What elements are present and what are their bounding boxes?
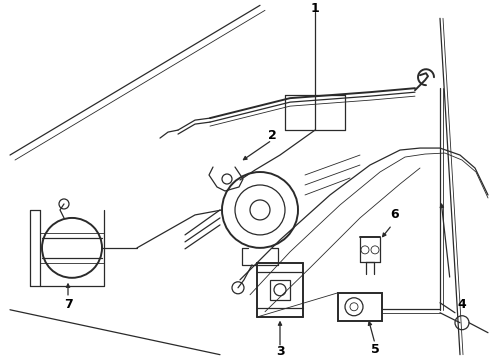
Circle shape (274, 284, 286, 296)
Circle shape (455, 316, 469, 330)
Text: 7: 7 (64, 298, 73, 311)
Circle shape (371, 246, 379, 254)
Circle shape (345, 298, 363, 316)
Circle shape (232, 282, 244, 294)
Text: 6: 6 (391, 208, 399, 221)
Circle shape (235, 185, 285, 235)
Bar (270, 280, 290, 300)
Circle shape (361, 246, 369, 254)
Text: 5: 5 (370, 343, 379, 356)
Circle shape (222, 174, 232, 184)
Text: 2: 2 (268, 129, 276, 141)
Circle shape (250, 200, 270, 220)
Circle shape (42, 218, 102, 278)
Text: 4: 4 (458, 298, 466, 311)
Text: 3: 3 (276, 345, 284, 358)
Text: 1: 1 (311, 2, 319, 15)
Bar (338, 293, 382, 321)
Circle shape (59, 199, 69, 209)
Circle shape (350, 303, 358, 311)
Circle shape (222, 172, 298, 248)
